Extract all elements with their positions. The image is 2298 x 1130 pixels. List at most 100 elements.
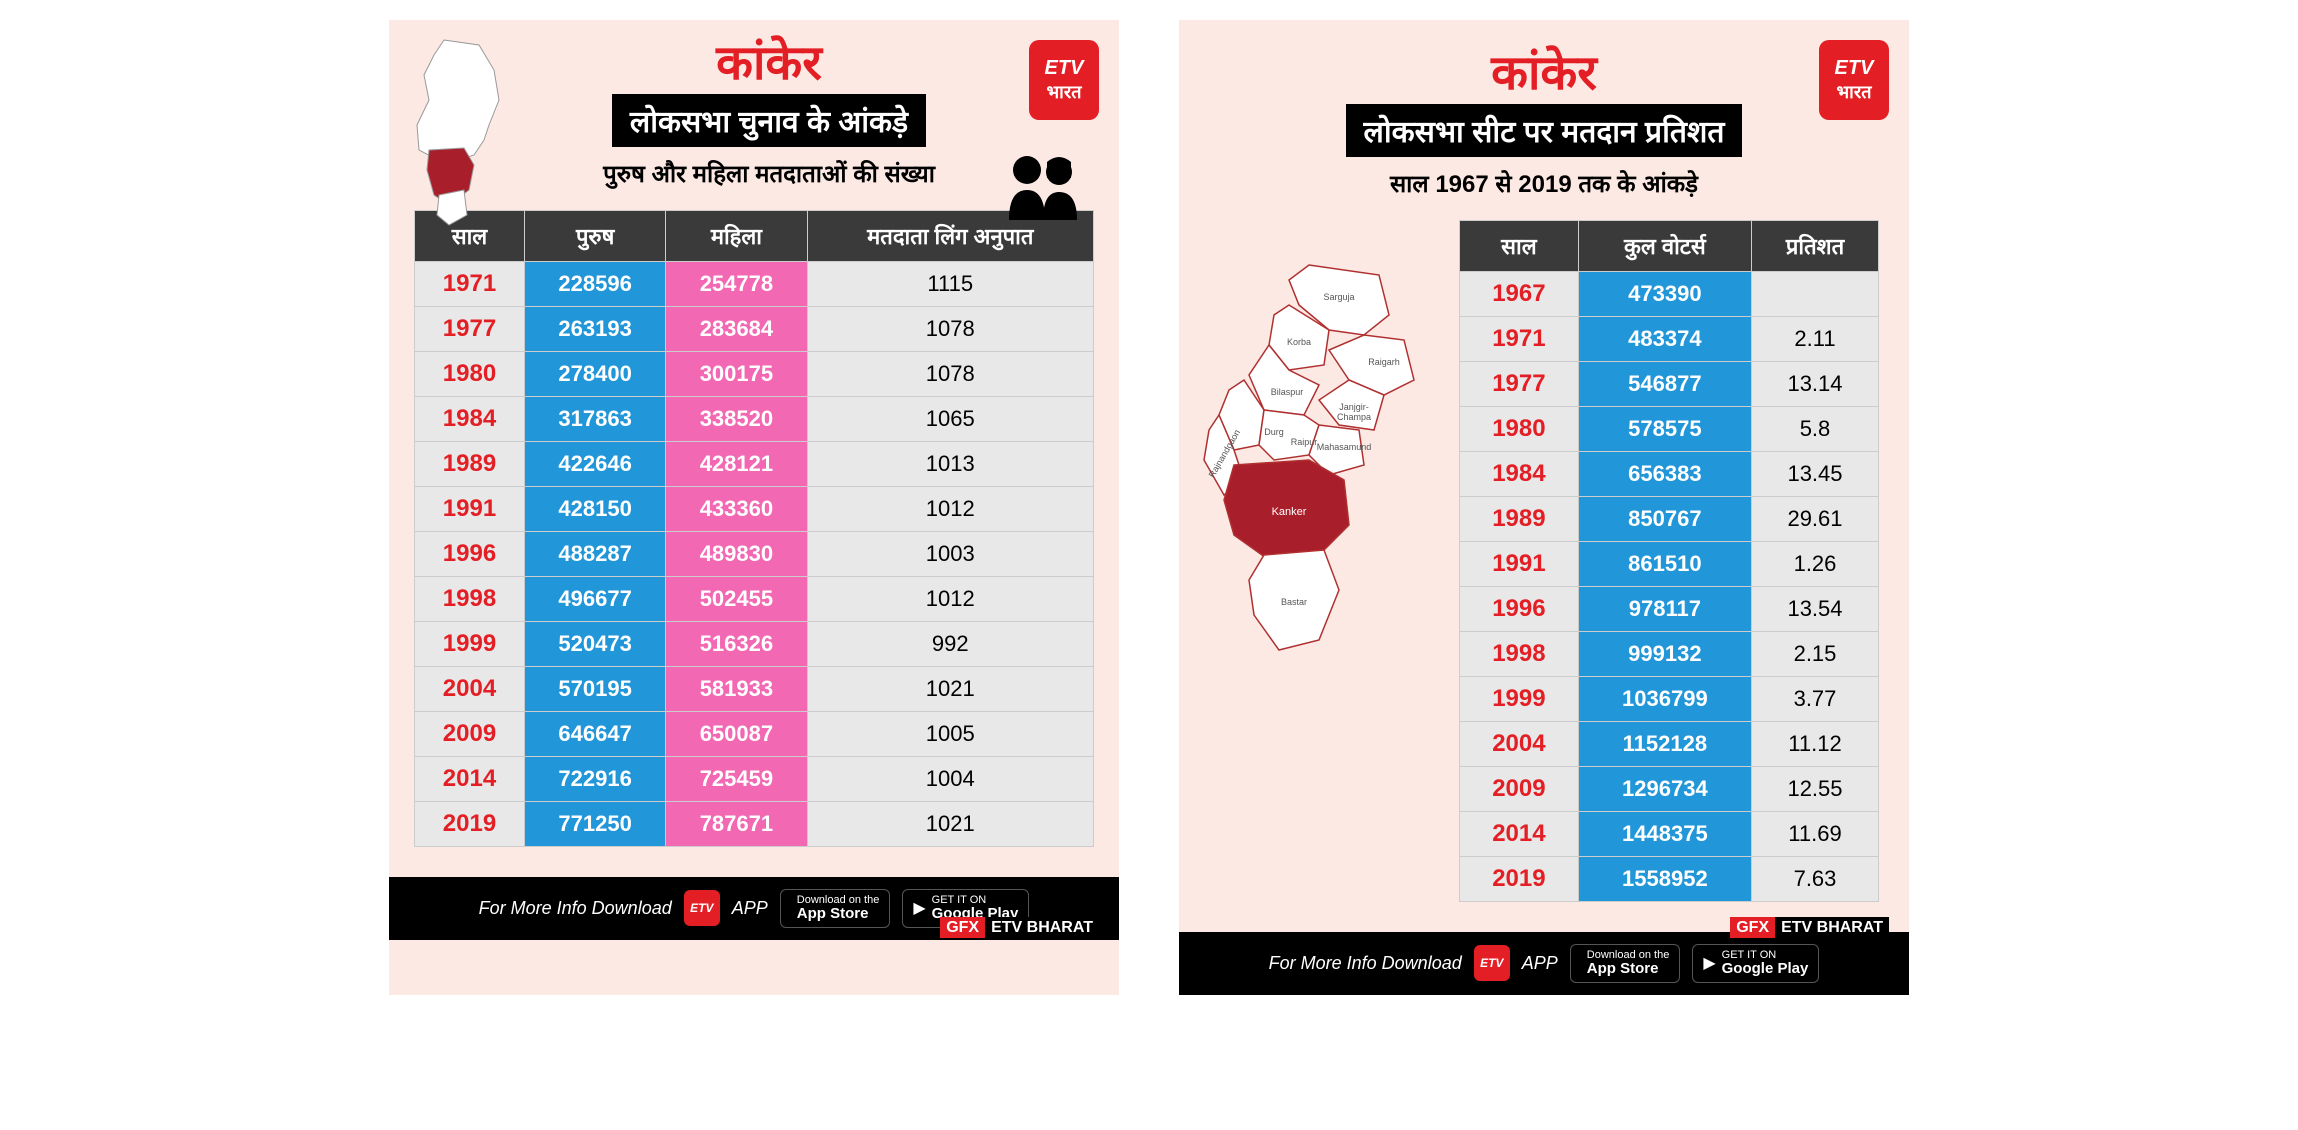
etv-label: ETV BHARAT — [1775, 917, 1889, 938]
svg-text:Durg: Durg — [1264, 427, 1284, 437]
cell-year: 1984 — [415, 397, 525, 442]
cell-ratio: 992 — [807, 622, 1093, 667]
cell-percent: 2.15 — [1751, 632, 1878, 677]
table-row: 19989991322.15 — [1460, 632, 1879, 677]
card2-title: कांकेर — [1199, 50, 1889, 98]
card2-footer: For More Info Download ETV APP Download … — [1179, 932, 1909, 995]
cell-voters: 473390 — [1578, 272, 1751, 317]
table-row: 2009129673412.55 — [1460, 767, 1879, 812]
col-voters-header: कुल वोटर्स — [1578, 221, 1751, 272]
etv-label: ETV BHARAT — [985, 917, 1099, 938]
cell-ratio: 1115 — [807, 262, 1093, 307]
cell-year: 1967 — [1460, 272, 1579, 317]
cell-male: 722916 — [524, 757, 665, 802]
appstore-badge[interactable]: Download on theApp Store — [780, 889, 891, 928]
table-row: 19918615101.26 — [1460, 542, 1879, 587]
col-female-header: महिला — [666, 211, 807, 262]
cell-male: 317863 — [524, 397, 665, 442]
table-row: 19914281504333601012 — [415, 487, 1094, 532]
svg-text:Janjgir-: Janjgir- — [1339, 402, 1369, 412]
play-icon: ▶ — [913, 900, 925, 918]
card2-title-bar: लोकसभा सीट पर मतदान प्रतिशत — [1346, 104, 1743, 157]
table-row: 19805785755.8 — [1460, 407, 1879, 452]
cell-year: 2014 — [415, 757, 525, 802]
cell-female: 516326 — [666, 622, 807, 667]
cell-voters: 1558952 — [1578, 857, 1751, 902]
cell-ratio: 1078 — [807, 307, 1093, 352]
table-row: 199910367993.77 — [1460, 677, 1879, 722]
table-row: 19712285962547781115 — [415, 262, 1094, 307]
cell-ratio: 1065 — [807, 397, 1093, 442]
svg-text:Mahasamund: Mahasamund — [1317, 442, 1372, 452]
col-percent-header: प्रतिशत — [1751, 221, 1878, 272]
cell-ratio: 1005 — [807, 712, 1093, 757]
cell-female: 300175 — [666, 352, 807, 397]
cell-year: 2009 — [415, 712, 525, 757]
cell-female: 650087 — [666, 712, 807, 757]
cell-year: 1998 — [415, 577, 525, 622]
gender-table: साल पुरुष महिला मतदाता लिंग अनुपात 19712… — [414, 210, 1094, 847]
table-row: 19964882874898301003 — [415, 532, 1094, 577]
table-row: 20045701955819331021 — [415, 667, 1094, 712]
table-row: 19894226464281211013 — [415, 442, 1094, 487]
googleplay-badge[interactable]: ▶ GET IT ONGoogle Play — [1692, 944, 1819, 983]
table-row: 19984966775024551012 — [415, 577, 1094, 622]
cell-ratio: 1078 — [807, 352, 1093, 397]
card-voter-percent: ETV भारत कांकेर लोकसभा सीट पर मतदान प्रत… — [1179, 20, 1909, 995]
table-row: 19714833742.11 — [1460, 317, 1879, 362]
table-row: 1999520473516326992 — [415, 622, 1094, 667]
svg-text:Sarguja: Sarguja — [1323, 292, 1354, 302]
cell-voters: 999132 — [1578, 632, 1751, 677]
cell-female: 433360 — [666, 487, 807, 532]
cell-male: 646647 — [524, 712, 665, 757]
cell-male: 488287 — [524, 532, 665, 577]
cell-percent: 11.12 — [1751, 722, 1878, 767]
cell-male: 496677 — [524, 577, 665, 622]
cell-year: 1977 — [1460, 362, 1579, 407]
svg-text:Bilaspur: Bilaspur — [1271, 387, 1304, 397]
cell-male: 570195 — [524, 667, 665, 712]
table-row: 198985076729.61 — [1460, 497, 1879, 542]
table-row: 2004115212811.12 — [1460, 722, 1879, 767]
appstore-big: App Store — [797, 905, 869, 922]
cell-year: 1998 — [1460, 632, 1579, 677]
cell-year: 1996 — [415, 532, 525, 577]
cell-percent — [1751, 272, 1878, 317]
table-row: 19802784003001751078 — [415, 352, 1094, 397]
card1-subtitle: पुरुष और महिला मतदाताओं की संख्या — [519, 157, 1019, 190]
cell-percent: 11.69 — [1751, 812, 1878, 857]
cell-year: 1984 — [1460, 452, 1579, 497]
cell-ratio: 1004 — [807, 757, 1093, 802]
footer-logo-icon: ETV — [1474, 945, 1510, 981]
cell-year: 1999 — [1460, 677, 1579, 722]
cell-male: 422646 — [524, 442, 665, 487]
svg-text:Bastar: Bastar — [1281, 597, 1307, 607]
svg-text:Korba: Korba — [1287, 337, 1311, 347]
cell-year: 1996 — [1460, 587, 1579, 632]
cell-percent: 12.55 — [1751, 767, 1878, 812]
cell-voters: 546877 — [1578, 362, 1751, 407]
card-voter-gender: ETV भारत कांकेर लोकसभा चुनाव के आंकड़े प… — [389, 20, 1119, 995]
cell-female: 787671 — [666, 802, 807, 847]
cell-voters: 850767 — [1578, 497, 1751, 542]
cell-male: 771250 — [524, 802, 665, 847]
cell-voters: 1152128 — [1578, 722, 1751, 767]
appstore-badge[interactable]: Download on theApp Store — [1570, 944, 1681, 983]
gfx-badge: GFXETV BHARAT — [1730, 919, 1889, 937]
footer-logo-icon: ETV — [684, 890, 720, 926]
cell-percent: 29.61 — [1751, 497, 1878, 542]
cell-year: 2014 — [1460, 812, 1579, 857]
table-header-row: साल कुल वोटर्स प्रतिशत — [1460, 221, 1879, 272]
svg-text:Raipur: Raipur — [1291, 437, 1318, 447]
cell-percent: 5.8 — [1751, 407, 1878, 452]
cell-year: 2019 — [1460, 857, 1579, 902]
cell-percent: 13.14 — [1751, 362, 1878, 407]
cell-voters: 483374 — [1578, 317, 1751, 362]
cell-female: 581933 — [666, 667, 807, 712]
cell-year: 1977 — [415, 307, 525, 352]
card2-header: कांकेर लोकसभा सीट पर मतदान प्रतिशत साल 1… — [1179, 20, 1909, 210]
cell-ratio: 1013 — [807, 442, 1093, 487]
cell-percent: 13.45 — [1751, 452, 1878, 497]
people-icon — [999, 150, 1089, 220]
cell-female: 502455 — [666, 577, 807, 622]
